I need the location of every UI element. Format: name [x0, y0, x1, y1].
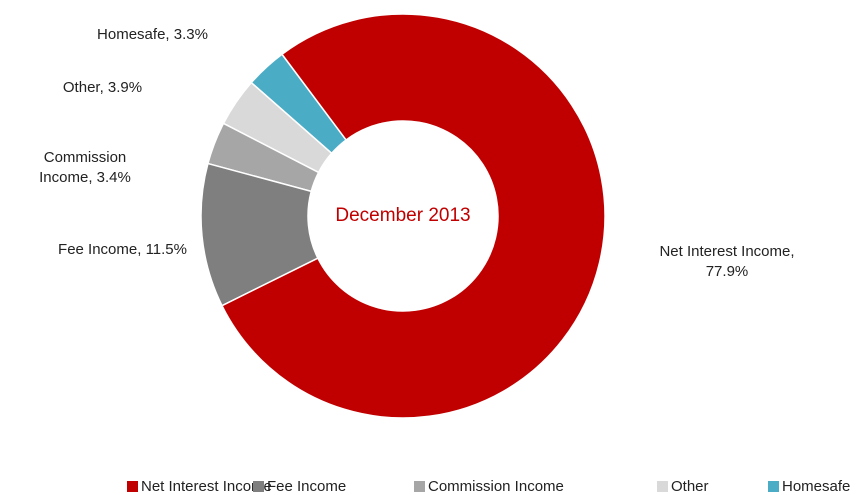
donut-slice [200, 162, 319, 307]
legend-label: Fee Income [267, 478, 346, 495]
data-label: Commission Income, 3.4% [39, 149, 131, 186]
center-title: December 2013 [335, 205, 470, 226]
data-label: Fee Income, 11.5% [58, 241, 187, 258]
legend-label: Net Interest Income [141, 478, 272, 495]
legend-swatch [657, 481, 668, 492]
donut-slice [222, 81, 333, 174]
legend-swatch [253, 481, 264, 492]
data-label: Other, 3.9% [62, 79, 143, 96]
legend-label: Other [671, 478, 709, 495]
legend-swatch [768, 481, 779, 492]
donut-slice [207, 122, 320, 193]
legend-swatch [414, 481, 425, 492]
legend-label: Commission Income [428, 478, 564, 495]
legend-label: Homesafe [782, 478, 850, 495]
data-label: Net Interest Income, 77.9% [659, 243, 795, 280]
data-label: Homesafe, 3.3% [97, 26, 208, 43]
donut-slice [220, 13, 606, 419]
legend-swatch [127, 481, 138, 492]
